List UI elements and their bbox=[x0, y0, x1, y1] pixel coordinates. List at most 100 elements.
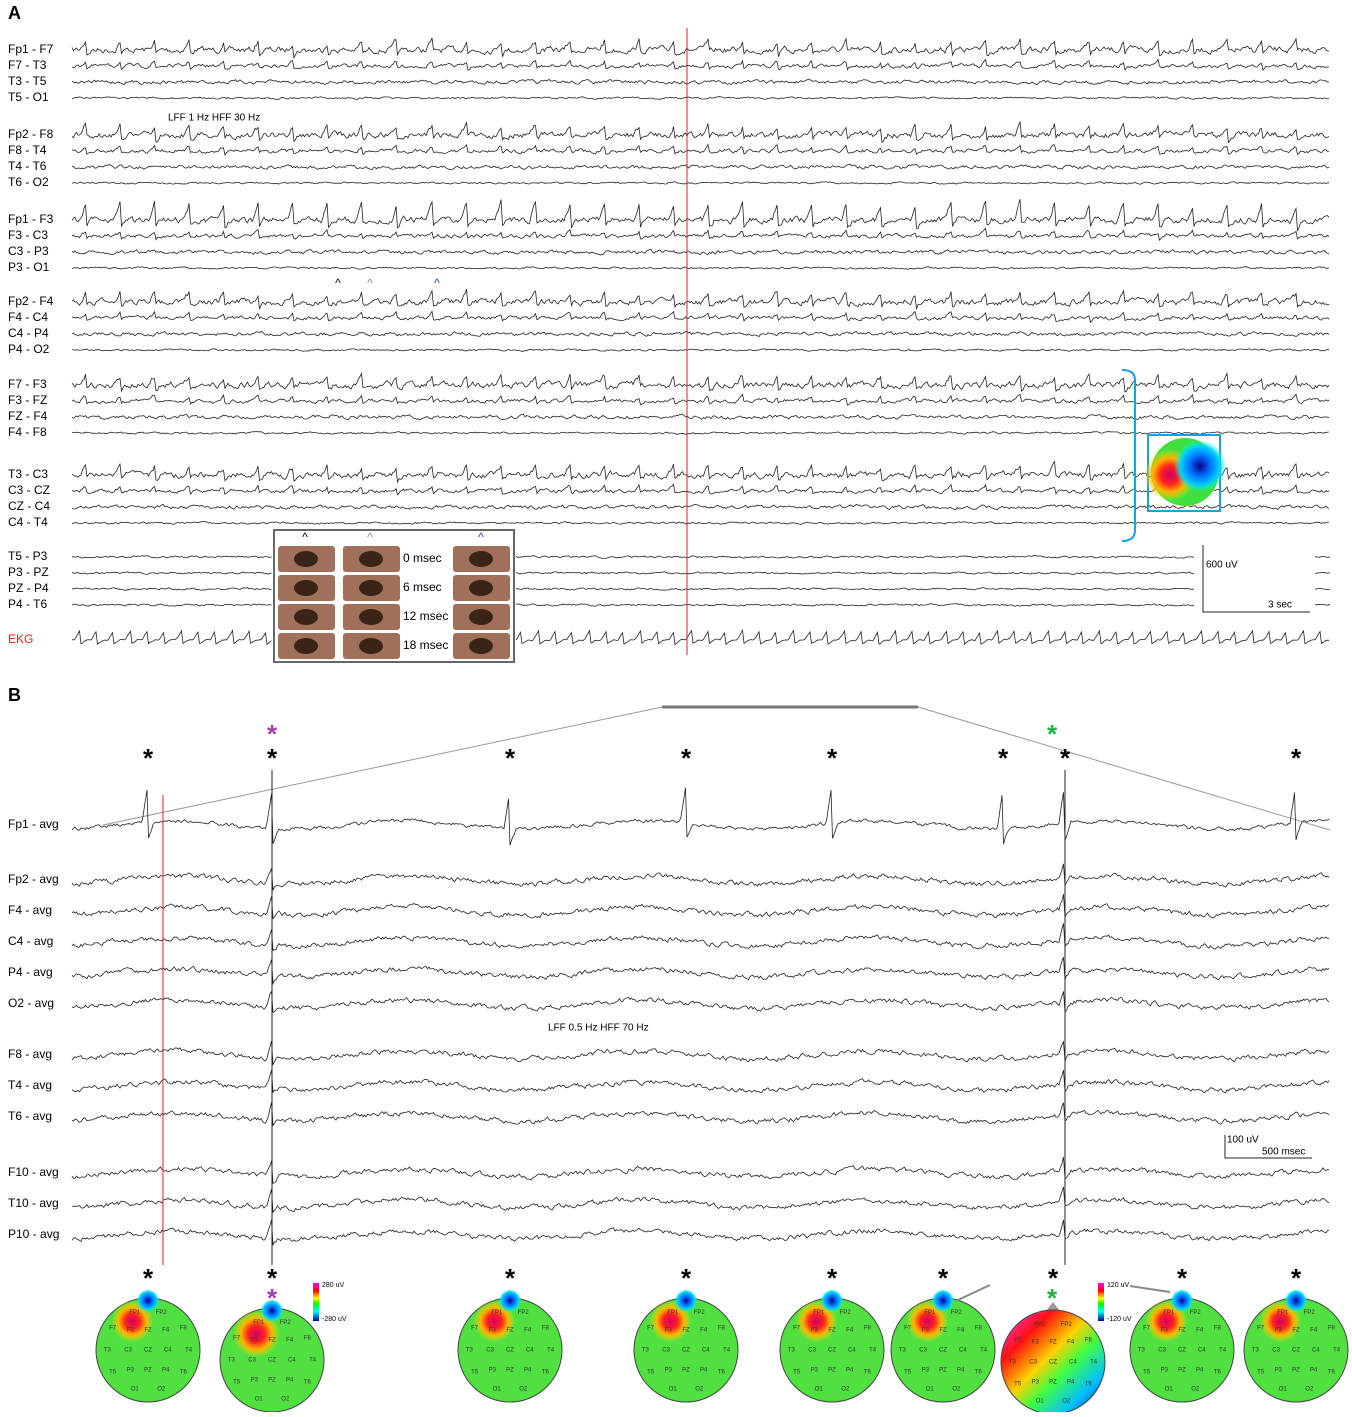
topomap-red bbox=[649, 1300, 692, 1343]
electrode-label: F4 bbox=[846, 1328, 854, 1334]
channel-label: Fp2 - F4 bbox=[8, 294, 54, 308]
electrode-label: FP2 bbox=[1061, 1322, 1073, 1328]
electrode-label: F8 bbox=[542, 1325, 550, 1331]
electrode-label: FP2 bbox=[156, 1310, 168, 1316]
trace bbox=[515, 555, 1195, 559]
trace bbox=[71, 894, 1330, 920]
electrode-label: CZ bbox=[1178, 1348, 1186, 1354]
electrode-label: F3 bbox=[922, 1328, 930, 1334]
topomap-red bbox=[906, 1300, 949, 1343]
trace bbox=[71, 227, 1330, 242]
scale-time: 3 sec bbox=[1268, 600, 1292, 611]
topomap-red bbox=[795, 1300, 838, 1343]
electrode-label: T4 bbox=[1333, 1348, 1341, 1354]
trace bbox=[71, 460, 1330, 484]
electrode-label: F4 bbox=[957, 1328, 965, 1334]
electrode-label: C4 bbox=[288, 1358, 296, 1364]
caret: ^ bbox=[302, 530, 308, 544]
colorbar-min: -280 uV bbox=[322, 1316, 347, 1323]
electrode-label: FP2 bbox=[694, 1310, 706, 1316]
electrode-label: P3 bbox=[1161, 1367, 1169, 1373]
electrode-label: T6 bbox=[304, 1380, 312, 1386]
trace bbox=[515, 587, 1195, 591]
bracket bbox=[1121, 369, 1136, 542]
asterisk: * bbox=[1048, 1263, 1059, 1293]
electrode-label: T6 bbox=[1214, 1370, 1222, 1376]
electrode-label: CZ bbox=[268, 1358, 276, 1364]
trace bbox=[71, 571, 272, 575]
electrode-label: T5 bbox=[1257, 1370, 1265, 1376]
electrode-label: O2 bbox=[157, 1386, 166, 1392]
electrode-label: F8 bbox=[864, 1325, 872, 1331]
trace bbox=[72, 555, 272, 559]
channel-label: T3 - T5 bbox=[8, 74, 47, 88]
asterisk: * bbox=[267, 1263, 278, 1293]
topomap-blue bbox=[136, 1289, 160, 1313]
electrode-label: C4 bbox=[1312, 1348, 1320, 1354]
scale-amplitude: 600 uV bbox=[1206, 560, 1238, 571]
channel-label: CZ - C4 bbox=[8, 499, 50, 513]
inset-time: 6 msec bbox=[403, 580, 442, 594]
channel-label: T5 - P3 bbox=[8, 549, 48, 563]
electrode-label: CZ bbox=[1049, 1360, 1057, 1366]
eye-pupil bbox=[294, 638, 318, 654]
electrode-label: O2 bbox=[952, 1386, 961, 1392]
electrode-label: FP1 bbox=[1277, 1310, 1289, 1316]
electrode-label: PZ bbox=[268, 1377, 276, 1383]
trace bbox=[71, 248, 1330, 256]
channel-label: T5 - O1 bbox=[8, 90, 49, 104]
colorbar bbox=[1098, 1283, 1104, 1321]
channel-label: F4 - F8 bbox=[8, 425, 47, 439]
electrode-label: T3 bbox=[899, 1348, 907, 1354]
eye-pupil bbox=[469, 580, 493, 596]
electrode-label: P3 bbox=[1275, 1367, 1283, 1373]
electrode-label: F3 bbox=[1161, 1328, 1169, 1334]
filter-label: LFF 1 Hz HFF 30 Hz bbox=[168, 113, 260, 124]
eye-pupil bbox=[469, 638, 493, 654]
trace bbox=[71, 1157, 1329, 1184]
electrode-label: CZ bbox=[682, 1348, 690, 1354]
electrode-label: F7 bbox=[233, 1335, 241, 1341]
electrode-label: T4 bbox=[185, 1348, 193, 1354]
topomap-red bbox=[233, 1310, 280, 1358]
electrode-label: C4 bbox=[526, 1348, 534, 1354]
channel-label: T6 - O2 bbox=[8, 175, 49, 189]
electrode-label: F7 bbox=[793, 1325, 801, 1331]
electrode-label: T6 bbox=[542, 1370, 550, 1376]
trace bbox=[71, 96, 1330, 100]
colorbar-min: -120 uV bbox=[1107, 1316, 1132, 1323]
electrode-label: T5 bbox=[1014, 1382, 1022, 1388]
channel-label: C3 - P3 bbox=[8, 244, 49, 258]
zoom-line bbox=[102, 706, 663, 826]
channel-label: Fp1 - avg bbox=[8, 817, 59, 831]
electrode-label: T4 bbox=[1219, 1348, 1227, 1354]
trace bbox=[515, 603, 1195, 607]
eye-pupil bbox=[294, 609, 318, 625]
electrode-label: FP1 bbox=[1163, 1310, 1175, 1316]
electrode-label: C3 bbox=[124, 1348, 132, 1354]
electrode-label: P3 bbox=[811, 1367, 819, 1373]
trace bbox=[71, 787, 1330, 846]
electrode-label: CZ bbox=[939, 1348, 947, 1354]
electrode-label: C4 bbox=[702, 1348, 710, 1354]
trace bbox=[71, 288, 1330, 311]
electrode-label: FZ bbox=[1178, 1328, 1186, 1334]
trace bbox=[71, 1219, 1330, 1246]
electrode-label: T5 bbox=[471, 1370, 479, 1376]
electrode-label: FZ bbox=[682, 1328, 690, 1334]
electrode-label: FP2 bbox=[951, 1310, 963, 1316]
channel-label: P3 - O1 bbox=[8, 260, 50, 274]
electrode-label: T3 bbox=[228, 1358, 236, 1364]
electrode-label: T6 bbox=[975, 1370, 983, 1376]
electrode-label: F4 bbox=[1310, 1328, 1318, 1334]
asterisk: * bbox=[827, 743, 838, 773]
electrode-label: O1 bbox=[493, 1386, 502, 1392]
electrode-label: T6 bbox=[864, 1370, 872, 1376]
asterisk: * bbox=[681, 743, 692, 773]
electrode-label: T3 bbox=[466, 1348, 474, 1354]
electrode-label: P4 bbox=[1310, 1367, 1318, 1373]
electrode-label: P3 bbox=[1032, 1379, 1040, 1385]
trace bbox=[71, 330, 1330, 337]
electrode-label: F8 bbox=[180, 1325, 188, 1331]
electrode-label: PZ bbox=[682, 1367, 690, 1373]
